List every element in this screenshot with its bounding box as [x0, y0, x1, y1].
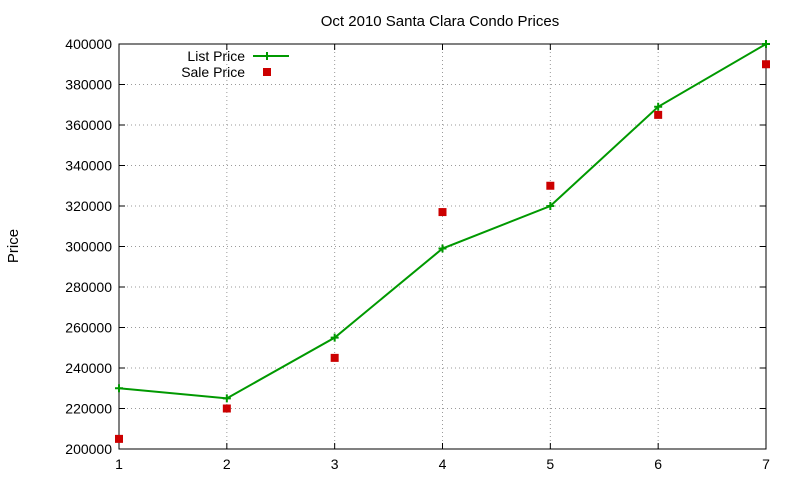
legend-label: List Price — [187, 48, 245, 64]
y-tick-label: 380000 — [65, 77, 112, 93]
data-point-list-price — [762, 40, 770, 48]
x-tick-label: 2 — [223, 456, 231, 472]
x-tick-label: 7 — [762, 456, 770, 472]
y-tick-label: 260000 — [65, 320, 112, 336]
plot-frame — [118, 43, 767, 450]
data-point-list-price — [438, 244, 447, 253]
y-axis-label: Price — [5, 229, 22, 263]
data-point-sale-price — [438, 208, 447, 217]
y-tick-label: 300000 — [65, 239, 112, 255]
y-tick-label: 360000 — [65, 117, 112, 133]
data-point-list-price — [546, 202, 555, 210]
chart-title: Oct 2010 Santa Clara Condo Prices — [321, 13, 559, 30]
x-tick-label: 1 — [115, 456, 123, 472]
data-point-list-price — [222, 394, 231, 403]
y-tick-label: 240000 — [65, 360, 112, 376]
x-tick-label: 4 — [439, 456, 447, 472]
data-point-sale-price — [654, 110, 663, 119]
y-tick-label: 220000 — [65, 401, 112, 417]
y-tick-label: 400000 — [65, 36, 112, 52]
data-point-list-price — [654, 102, 663, 111]
x-tick-label: 6 — [654, 456, 662, 472]
legend-swatch-marker — [263, 52, 271, 60]
y-tick-label: 340000 — [65, 158, 112, 174]
x-tick-label: 3 — [331, 456, 339, 472]
plot-area — [115, 40, 770, 443]
data-point-sale-price — [546, 181, 555, 190]
data-point-list-price — [330, 333, 339, 342]
data-point-sale-price — [115, 434, 123, 443]
x-tick-label: 5 — [546, 456, 554, 472]
y-tick-label: 200000 — [65, 441, 112, 457]
axes: 200000 220000 240000 260000 280000 300000 3200… — [65, 36, 770, 472]
y-tick-label: 320000 — [65, 198, 112, 214]
data-point-sale-price — [762, 60, 770, 69]
y-tick-label: 280000 — [65, 279, 112, 295]
data-point-sale-price — [222, 404, 231, 413]
data-point-sale-price — [330, 353, 339, 362]
legend-label: Sale Price — [181, 64, 245, 80]
series-line-list-price — [118, 43, 767, 400]
legend-swatch-marker — [263, 68, 271, 76]
data-point-list-price — [115, 384, 123, 393]
